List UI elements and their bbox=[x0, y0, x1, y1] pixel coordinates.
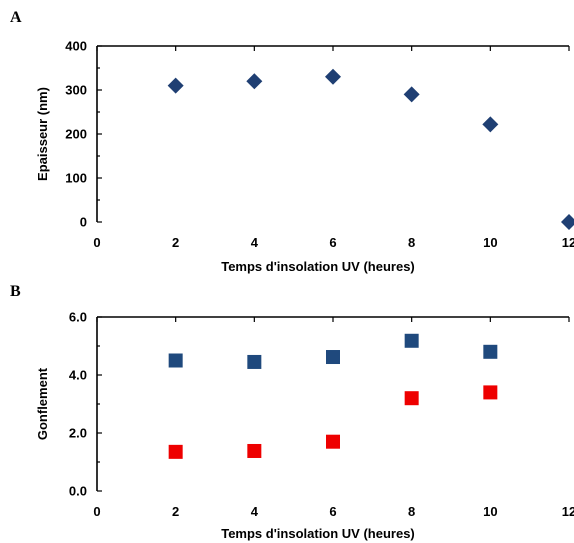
data-point-square-series-2 bbox=[483, 385, 498, 400]
x-axis-title: Temps d'insolation UV (heures) bbox=[221, 526, 415, 541]
data-point-diamond bbox=[482, 116, 499, 133]
data-point-square-series-2 bbox=[247, 443, 262, 458]
data-point-square-series-2 bbox=[404, 391, 419, 406]
data-point-diamond bbox=[167, 77, 184, 94]
data-point-diamond bbox=[403, 86, 420, 103]
y-tick-label: 300 bbox=[65, 83, 87, 98]
x-tick-label: 0 bbox=[93, 235, 100, 250]
chart-panel-b: B 0.0 2.0 4.0 6.0 0 2 4 6 8 10 12 Temps d'insolation… bbox=[10, 283, 574, 541]
data-point-diamond bbox=[246, 73, 263, 90]
data-point-square-series-2 bbox=[168, 444, 183, 459]
x-axis-title: Temps d'insolation UV (heures) bbox=[221, 259, 415, 274]
data-point-square-series-1 bbox=[326, 350, 340, 365]
data-point-diamond bbox=[325, 68, 341, 85]
x-tick-label: 6 bbox=[329, 504, 336, 519]
y-axis-title: Epaisseur (nm) bbox=[35, 87, 50, 181]
y-tick-label: 2.0 bbox=[69, 426, 87, 441]
x-tick-label: 0 bbox=[93, 504, 100, 519]
x-tick-label: 12 bbox=[562, 504, 574, 519]
x-tick-label: 12 bbox=[562, 235, 574, 250]
x-tick-label: 8 bbox=[408, 504, 415, 519]
panel-letter: B bbox=[10, 283, 21, 300]
x-tick-label: 10 bbox=[483, 235, 497, 250]
x-tick-label: 2 bbox=[172, 504, 179, 519]
x-tick-label: 4 bbox=[251, 504, 259, 519]
y-tick-label: 0.0 bbox=[69, 484, 87, 499]
x-tick-label: 4 bbox=[251, 235, 259, 250]
data-point-square-series-2 bbox=[326, 434, 340, 449]
chart-panel-a: A 0 100 200 300 400 0 2 4 6 8 10 12 Temps d'insolatio… bbox=[10, 9, 574, 274]
data-point-square-series-1 bbox=[247, 354, 262, 369]
panel-letter: A bbox=[10, 9, 22, 26]
y-tick-label: 200 bbox=[65, 127, 87, 142]
x-tick-label: 10 bbox=[483, 504, 497, 519]
x-tick-label: 6 bbox=[329, 235, 336, 250]
x-tick-label: 2 bbox=[172, 235, 179, 250]
y-axis-title: Gonflement bbox=[35, 367, 50, 440]
data-point-square-series-1 bbox=[404, 333, 419, 348]
data-point-square-series-1 bbox=[168, 353, 183, 368]
y-tick-label: 0 bbox=[80, 215, 87, 230]
y-tick-label: 6.0 bbox=[69, 310, 87, 325]
y-tick-label: 4.0 bbox=[69, 368, 87, 383]
y-tick-label: 100 bbox=[65, 171, 87, 186]
x-tick-label: 8 bbox=[408, 235, 415, 250]
data-point-square-series-1 bbox=[483, 344, 498, 359]
data-point-diamond bbox=[561, 214, 574, 230]
y-tick-label: 400 bbox=[65, 39, 87, 54]
